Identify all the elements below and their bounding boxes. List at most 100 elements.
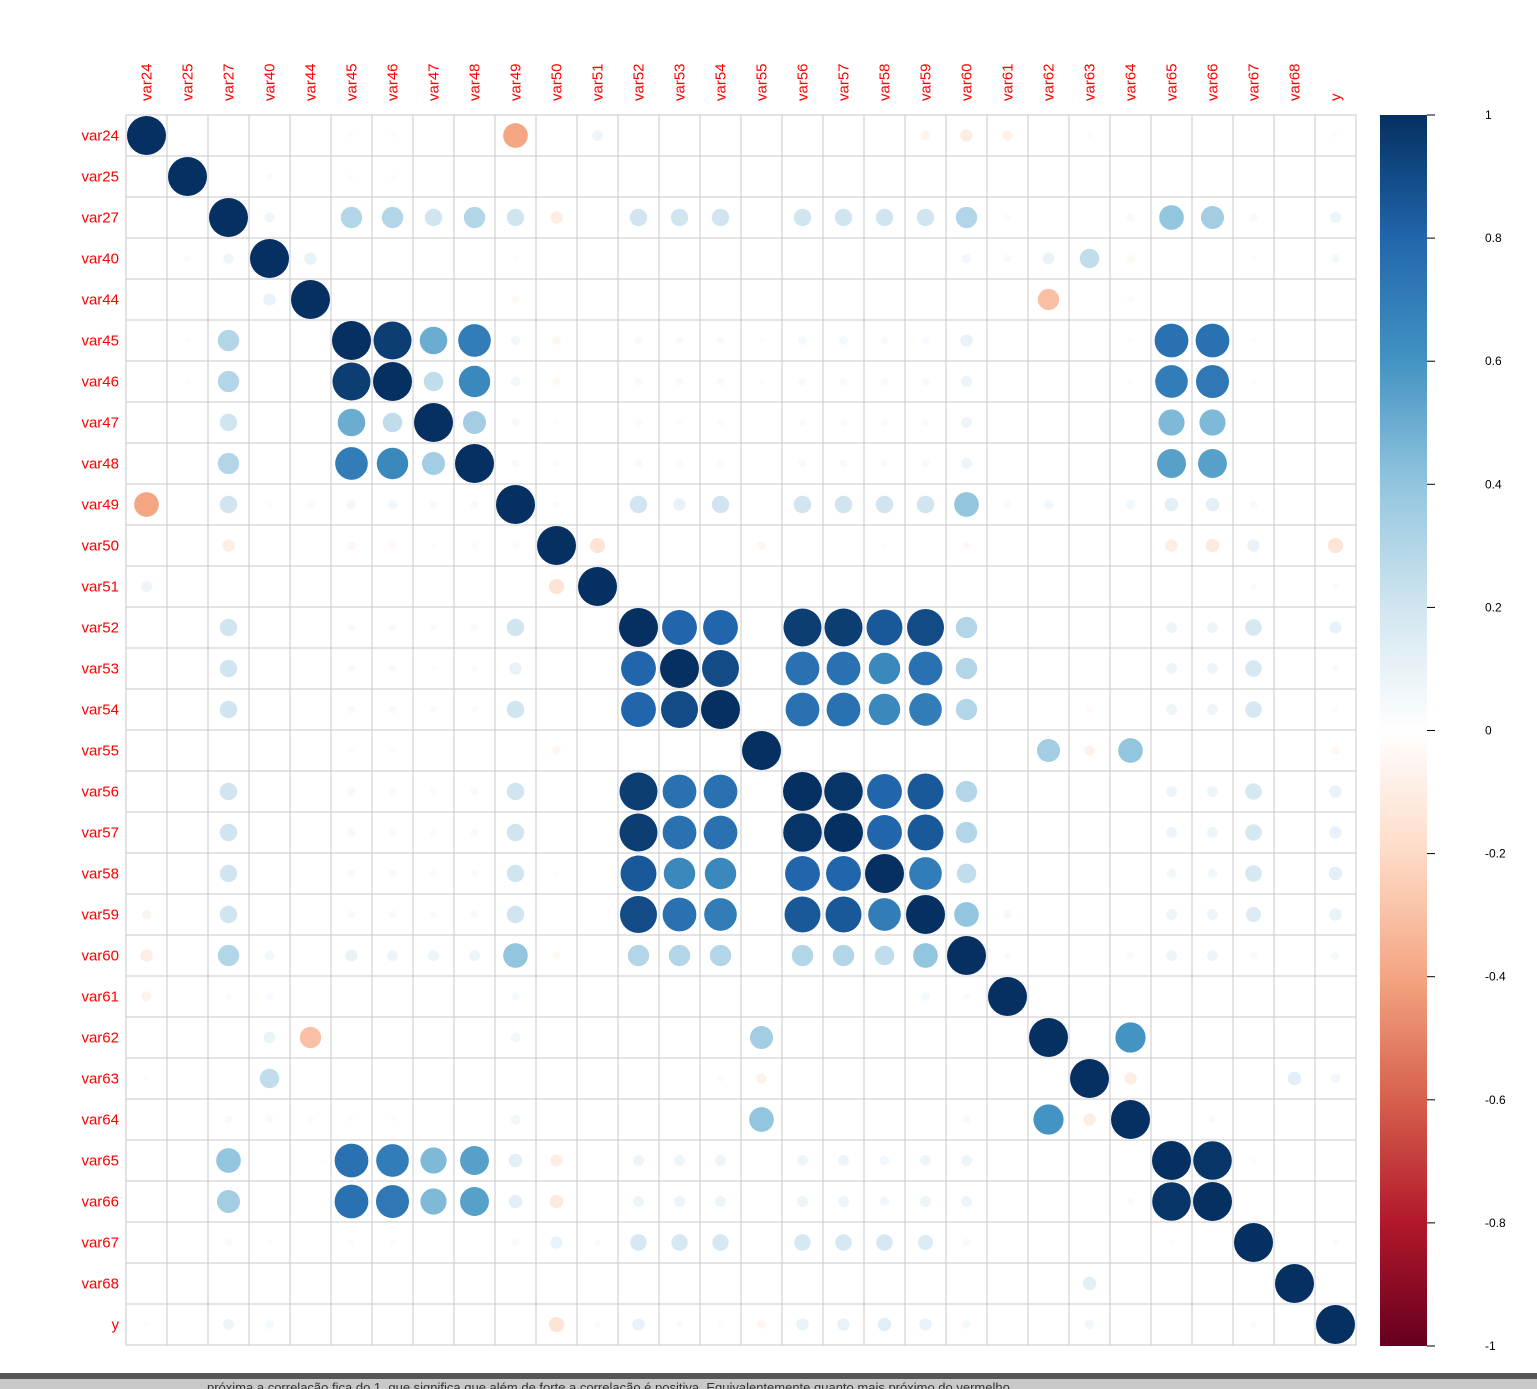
correlation-circle-var48-var53	[676, 460, 683, 467]
correlation-circle-var60-var54	[709, 944, 732, 967]
grid-cell	[1068, 852, 1111, 895]
correlation-circle-var63-var67	[1251, 1076, 1256, 1081]
grid-cell	[658, 1262, 701, 1305]
correlation-circle-var25-var64	[1128, 174, 1133, 179]
correlation-circle-var27-var64	[1126, 213, 1135, 222]
correlation-circle-var65-var27	[216, 1148, 241, 1173]
grid-cell	[945, 729, 988, 772]
correlation-circle-var57-var47	[430, 829, 437, 836]
correlation-circle-var64-var62	[1033, 1104, 1064, 1135]
grid-cell	[617, 1221, 660, 1264]
correlation-circle-var59-var62	[1046, 912, 1051, 917]
row-label-var49: var49	[81, 497, 119, 514]
correlation-circle-var50-var60	[962, 541, 971, 550]
correlation-circle-var27-y	[1329, 211, 1342, 224]
row-label-var63: var63	[81, 1071, 119, 1088]
grid-cell	[986, 1139, 1029, 1182]
correlation-circle-var45-var66	[1195, 323, 1230, 358]
correlation-circle-var53-var45	[347, 664, 356, 673]
correlation-circle-var25-var27	[226, 174, 231, 179]
correlation-circle-var46-var49	[510, 376, 521, 387]
grid-cell	[1314, 606, 1357, 649]
grid-cell	[412, 1057, 455, 1100]
correlation-circle-var62-var55	[749, 1025, 774, 1050]
grid-cell	[986, 729, 1029, 772]
grid-cell	[822, 1098, 865, 1141]
grid-cell	[1273, 1016, 1316, 1059]
correlation-circle-var49-var60	[954, 492, 979, 517]
grid-cell	[494, 1057, 537, 1100]
correlation-circle-var49-var59	[916, 495, 935, 514]
correlation-circle-var48-var46	[376, 447, 409, 480]
correlation-circle-var60-var53	[668, 944, 691, 967]
grid-cell	[904, 729, 947, 772]
row-label-var55: var55	[81, 743, 119, 760]
correlation-circle-var27-var60	[955, 206, 978, 229]
correlation-circle-var66-var57	[837, 1195, 850, 1208]
row-label-var47: var47	[81, 415, 119, 432]
grid-cell	[1027, 1262, 1070, 1305]
grid-cell	[1068, 1139, 1111, 1182]
grid-cell	[863, 1098, 906, 1141]
correlation-circle-var60-var57	[832, 944, 855, 967]
correlation-circle-y-var59	[919, 1318, 932, 1331]
grid-cell	[453, 1262, 496, 1305]
correlation-circle-var50-var58	[881, 542, 888, 549]
grid-cell	[1068, 811, 1111, 854]
correlation-circle-var64-var66	[1209, 1116, 1216, 1123]
correlation-circle-var63-var62	[1046, 1076, 1051, 1081]
correlation-circle-var60-var47	[427, 949, 440, 962]
grid-cell	[248, 729, 291, 772]
correlation-circle-var44-var56	[800, 297, 805, 302]
grid-cell	[740, 770, 783, 813]
correlation-circle-var67-var58	[876, 1234, 893, 1251]
correlation-circle-var48-var24	[144, 461, 149, 466]
grid-cell	[166, 278, 209, 321]
grid-cell	[781, 237, 824, 280]
correlation-circle-var47-var48	[462, 410, 487, 435]
correlation-circle-var60-var49	[503, 943, 528, 968]
grid-cell	[1273, 1221, 1316, 1264]
correlation-circle-var64-var44	[307, 1116, 314, 1123]
grid-cell	[494, 729, 537, 772]
correlation-circle-y-var44	[308, 1322, 313, 1327]
correlation-circle-var67-var59	[917, 1234, 934, 1251]
correlation-circle-y-var60	[962, 1320, 971, 1329]
correlation-circle-var49-var40	[266, 501, 273, 508]
grid-cell	[1273, 1098, 1316, 1141]
grid-cell	[248, 606, 291, 649]
correlation-circle-var67-y	[1332, 1239, 1339, 1246]
correlation-circle-var63-var68	[1287, 1071, 1302, 1086]
correlation-circle-var57-var45	[347, 828, 356, 837]
grid-cell	[371, 278, 414, 321]
correlation-circle-var66-var24	[144, 1199, 149, 1204]
correlation-circle-var59-var27	[219, 905, 238, 924]
correlation-circle-var48-var47	[421, 451, 446, 476]
column-label-var61: var61	[1000, 63, 1017, 101]
grid-cell	[576, 278, 619, 321]
correlation-circle-var59-var52	[620, 896, 657, 933]
correlation-circle-var52-var57	[824, 608, 863, 647]
correlation-circle-var46-var67	[1250, 378, 1257, 385]
correlation-circle-var44-var63	[1087, 297, 1092, 302]
correlation-circle-var57-var53	[662, 815, 697, 850]
correlation-circle-var57-var24	[144, 830, 149, 835]
correlation-circle-var65-var60	[960, 1154, 973, 1167]
correlation-circle-var45-var27	[217, 329, 240, 352]
correlation-circle-var47-var57	[840, 419, 847, 426]
correlation-circle-var56-var65	[1165, 785, 1178, 798]
correlation-circle-var27-var45	[340, 206, 363, 229]
correlation-circle-var55-var48	[472, 748, 477, 753]
correlation-circle-var24-var68	[1292, 133, 1297, 138]
grid-cell	[453, 770, 496, 813]
correlation-circle-var49-var49	[496, 485, 535, 524]
correlation-circle-var65-var46	[376, 1144, 409, 1177]
correlation-circle-var47-var59	[922, 419, 929, 426]
correlation-circle-var67-var64	[1128, 1240, 1133, 1245]
grid-cell	[453, 565, 496, 608]
grid-cell	[822, 565, 865, 608]
correlation-circle-var50-y	[1327, 537, 1344, 554]
correlation-circle-var27-var24	[144, 215, 149, 220]
correlation-circle-var55-var50	[552, 746, 561, 755]
correlation-circle-var51-var67	[1250, 583, 1257, 590]
